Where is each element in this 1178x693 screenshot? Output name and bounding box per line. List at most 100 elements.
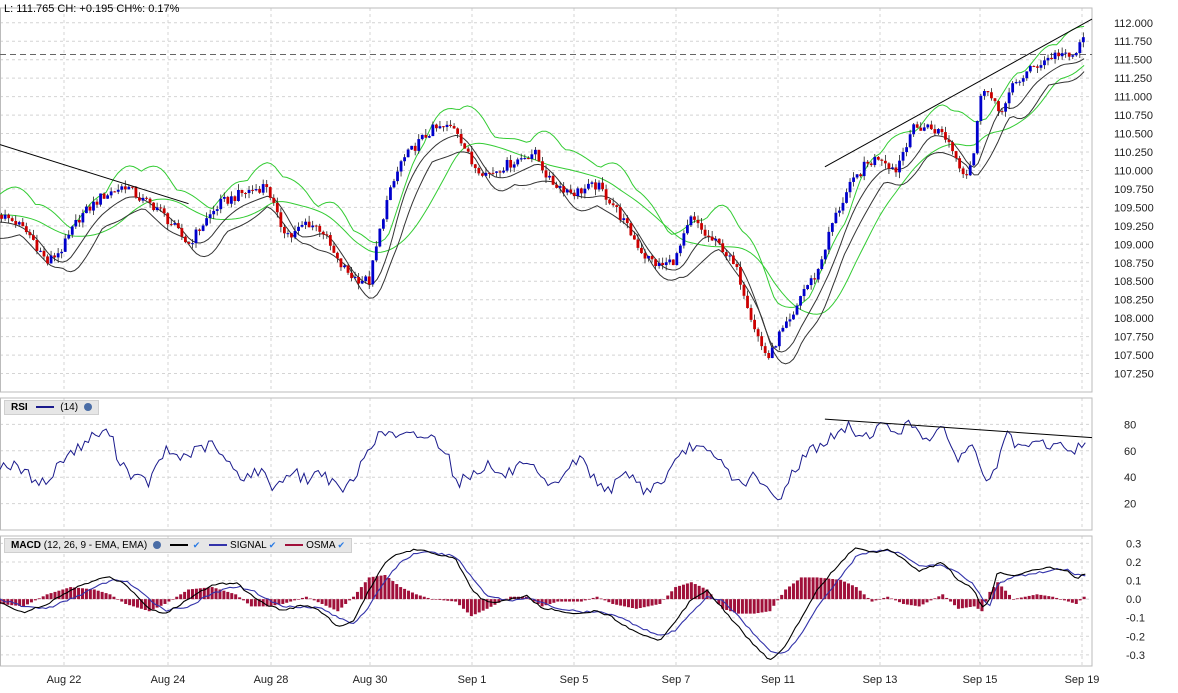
osma-bar (772, 599, 776, 606)
candle-body (237, 189, 240, 202)
candle-body (21, 222, 25, 227)
candle-body (14, 220, 18, 225)
macd-plot[interactable] (0, 547, 1086, 661)
osma-bar (1035, 594, 1039, 600)
candle-body (1064, 52, 1068, 54)
osma-bar (544, 599, 548, 606)
price-plot[interactable] (0, 18, 1093, 365)
candle-body (770, 347, 774, 359)
candle-body (194, 229, 198, 244)
osma-bar (740, 599, 744, 614)
osma-bar (556, 599, 560, 602)
osma-bar (638, 599, 642, 608)
candle-body (788, 319, 792, 322)
candle-body (300, 224, 304, 227)
candle-body (1067, 52, 1071, 57)
y-tick-label: 109.000 (1114, 239, 1154, 251)
candle-body (968, 165, 972, 176)
osma-bar (226, 591, 230, 600)
candle-body (526, 158, 530, 160)
osma-bar (709, 594, 713, 600)
osma-bar (22, 599, 26, 607)
candle-body (81, 213, 85, 223)
y-tick-label: -0.3 (1126, 650, 1145, 662)
osma-bar (1023, 596, 1027, 600)
settings-icon[interactable] (83, 403, 92, 412)
rsi-plot[interactable] (0, 418, 1093, 501)
candle-body (629, 223, 633, 236)
candle-body (1032, 66, 1036, 68)
checkmark-icon[interactable]: ✔ (268, 540, 277, 550)
macd-label: MACD (11, 540, 41, 551)
osma-bar (528, 599, 532, 600)
y-tick-label: 110.250 (1114, 147, 1153, 159)
settings-icon[interactable] (152, 541, 161, 550)
y-tick-label: 108.750 (1114, 258, 1154, 270)
candle-body (912, 124, 916, 135)
osma-bar (92, 589, 96, 600)
osma-bar (316, 599, 320, 603)
candle-body (961, 168, 965, 175)
candle-body (381, 219, 385, 229)
osma-bar (886, 596, 890, 600)
osma-bar (858, 590, 862, 600)
checkmark-icon[interactable]: ✔ (337, 540, 346, 550)
rsi-legend[interactable]: RSI (14) (4, 400, 99, 415)
osma-bar (450, 599, 454, 602)
osma-bar (458, 599, 462, 606)
candle-body (24, 226, 28, 233)
candle-body (371, 260, 375, 285)
candle-body (74, 219, 78, 227)
osma-bar (642, 599, 646, 608)
osma-bar (1031, 595, 1035, 600)
candle-body (647, 255, 650, 259)
candle-body (615, 205, 619, 207)
osma-bar (697, 585, 701, 600)
candle-body (502, 170, 505, 173)
checkmark-icon[interactable]: ✔ (192, 540, 201, 550)
osma-bar (768, 599, 772, 612)
osma-label: OSMA (306, 540, 336, 551)
osma-bar (941, 594, 945, 600)
osma-bar (234, 594, 238, 600)
x-tick-label: Aug 22 (47, 674, 82, 686)
osma-bar (807, 577, 811, 600)
osma-bar (1082, 596, 1086, 600)
candle-body (258, 189, 262, 193)
candle-body (473, 164, 477, 169)
osma-bar (403, 588, 407, 600)
candle-body (774, 346, 778, 348)
osma-bar (681, 584, 685, 600)
osma-bar (603, 599, 607, 601)
rsi-line (0, 419, 1086, 501)
candle-body (152, 202, 155, 211)
osma-bar (238, 597, 242, 600)
candle-body (1000, 111, 1004, 113)
osma-bar (489, 599, 493, 607)
osma-bar (972, 599, 976, 607)
candle-body (191, 243, 194, 245)
y-tick-label: 110.000 (1114, 165, 1153, 177)
osma-bar (25, 599, 29, 605)
y-tick-label: 0.0 (1126, 594, 1141, 606)
macd-legend[interactable]: MACD (12, 26, 9 - EMA, EMA) ✔ SIGNAL ✔ OS… (4, 538, 353, 553)
osma-bar (387, 578, 391, 600)
candle-body (392, 181, 396, 188)
osma-bar (139, 599, 143, 609)
osma-bar (717, 599, 721, 604)
osma-bar (1051, 596, 1055, 600)
candle-body (435, 124, 438, 129)
osma-bar (218, 589, 222, 600)
osma-bar (933, 598, 937, 600)
candle-body (781, 327, 785, 332)
candle-body (247, 189, 251, 194)
macd-params: (12, 26, 9 - EMA, EMA) (43, 540, 148, 551)
osma-bar (230, 593, 234, 600)
candle-body (311, 225, 315, 228)
candle-body (813, 278, 817, 280)
candle-body (604, 189, 608, 200)
candle-body (480, 173, 484, 176)
y-tick-label: 108.250 (1114, 295, 1154, 307)
osma-bar (520, 596, 524, 600)
candle-body (887, 163, 891, 169)
